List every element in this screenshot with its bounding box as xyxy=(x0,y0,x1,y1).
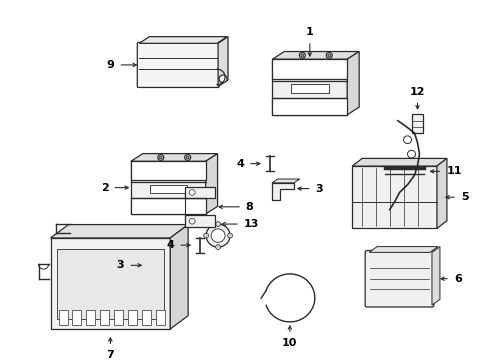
Polygon shape xyxy=(131,154,217,161)
Bar xyxy=(57,249,164,319)
Circle shape xyxy=(205,224,229,247)
Circle shape xyxy=(227,233,232,238)
Polygon shape xyxy=(436,158,446,228)
Bar xyxy=(272,59,346,115)
Polygon shape xyxy=(351,158,446,166)
Bar xyxy=(128,310,137,325)
Bar xyxy=(411,114,423,133)
Circle shape xyxy=(325,53,331,58)
Bar xyxy=(185,215,215,227)
Circle shape xyxy=(211,229,224,242)
Bar xyxy=(100,310,109,325)
Circle shape xyxy=(189,218,195,224)
Circle shape xyxy=(186,156,189,159)
Text: 7: 7 xyxy=(106,350,114,360)
Text: 12: 12 xyxy=(409,86,425,96)
Polygon shape xyxy=(170,225,188,329)
Text: 1: 1 xyxy=(305,27,313,37)
Text: 4: 4 xyxy=(166,240,174,250)
Circle shape xyxy=(299,53,305,58)
Bar xyxy=(72,310,81,325)
FancyBboxPatch shape xyxy=(365,251,433,307)
Circle shape xyxy=(403,136,411,144)
Bar xyxy=(290,84,328,93)
Polygon shape xyxy=(145,260,167,277)
Polygon shape xyxy=(271,179,299,183)
Text: 9: 9 xyxy=(106,60,114,70)
Text: 2: 2 xyxy=(101,183,108,193)
Bar xyxy=(272,59,346,78)
Polygon shape xyxy=(50,225,188,238)
Circle shape xyxy=(327,54,330,57)
FancyBboxPatch shape xyxy=(137,42,219,87)
Bar xyxy=(86,310,95,325)
Bar xyxy=(185,187,215,198)
Circle shape xyxy=(158,154,163,160)
Text: 3: 3 xyxy=(117,260,124,270)
Bar xyxy=(142,310,151,325)
Bar xyxy=(131,161,205,180)
Polygon shape xyxy=(271,183,293,200)
Polygon shape xyxy=(145,256,173,260)
Circle shape xyxy=(215,245,220,249)
Circle shape xyxy=(215,222,220,226)
Polygon shape xyxy=(205,154,217,214)
Text: 10: 10 xyxy=(282,338,297,348)
Circle shape xyxy=(184,154,190,160)
Bar xyxy=(272,98,346,115)
Bar xyxy=(351,166,436,228)
Circle shape xyxy=(159,156,162,159)
Circle shape xyxy=(407,150,415,158)
Bar xyxy=(131,198,205,214)
Text: 13: 13 xyxy=(244,219,259,229)
Polygon shape xyxy=(431,247,439,305)
Bar xyxy=(50,238,170,329)
Text: 11: 11 xyxy=(446,166,461,176)
Circle shape xyxy=(189,190,195,195)
Bar xyxy=(59,310,67,325)
Polygon shape xyxy=(218,37,227,86)
Text: 4: 4 xyxy=(236,159,244,169)
Bar xyxy=(149,185,186,193)
Polygon shape xyxy=(272,51,359,59)
Circle shape xyxy=(300,54,303,57)
Polygon shape xyxy=(346,51,359,115)
Text: 6: 6 xyxy=(453,274,461,284)
Polygon shape xyxy=(139,37,226,43)
Bar xyxy=(114,310,123,325)
Circle shape xyxy=(203,233,208,238)
Circle shape xyxy=(219,75,226,83)
Bar xyxy=(131,161,205,214)
Polygon shape xyxy=(368,247,437,252)
Bar xyxy=(156,310,165,325)
Text: 5: 5 xyxy=(460,192,468,202)
Text: 8: 8 xyxy=(244,202,252,212)
Text: 3: 3 xyxy=(315,184,323,194)
